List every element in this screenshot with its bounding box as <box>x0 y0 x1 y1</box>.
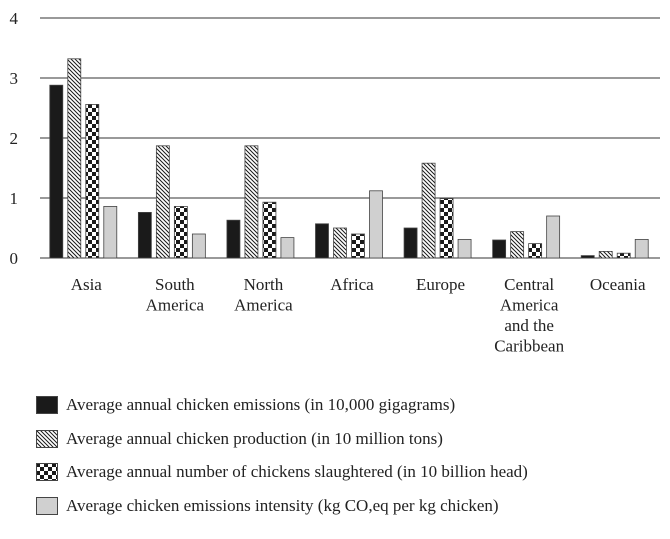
legend-label-slaughtered: Average annual number of chickens slaugh… <box>66 462 528 481</box>
x-category-label: Central America and the Caribbean <box>494 275 564 356</box>
bar-1-4 <box>315 223 329 259</box>
bar-2-6 <box>510 231 525 259</box>
bar-4-2 <box>191 233 206 259</box>
y-tick-label: 3 <box>10 69 19 88</box>
bar-2-1 <box>67 58 82 259</box>
bar-1-6 <box>492 239 507 259</box>
legend-swatch-emissions <box>36 396 58 414</box>
bar-4-6 <box>546 215 561 259</box>
legend-label-intensity: Average chicken emissions intensity (kg … <box>66 495 499 515</box>
legend-item-intensity: Average chicken emissions intensity (kg … <box>36 496 528 516</box>
bar-3-2 <box>173 205 188 259</box>
legend: Average annual chicken emissions (in 10,… <box>36 395 528 529</box>
bar-2-3 <box>244 145 259 259</box>
bar-3-7 <box>616 252 631 259</box>
bar-1-1 <box>49 84 64 259</box>
y-tick-label: 0 <box>10 249 19 268</box>
bar-chart: 0 1 2 3 4 Asia South America North America Africa… <box>10 9 660 356</box>
x-category-label: Africa <box>330 275 374 294</box>
x-axis-labels: Asia South America North America Africa Europe… <box>71 275 646 356</box>
legend-item-emissions: Average annual chicken emissions (in 10,… <box>36 395 528 415</box>
x-category-label: Europe <box>416 275 465 294</box>
bar-1-2 <box>137 211 152 259</box>
bar-3-6 <box>528 243 543 259</box>
x-category-label: Asia <box>71 275 103 294</box>
bar-1-3 <box>226 219 241 259</box>
bar-4-4 <box>369 190 383 259</box>
legend-item-production: Average annual chicken production (in 10… <box>36 429 528 449</box>
y-tick-label: 2 <box>10 129 19 148</box>
legend-swatch-production <box>36 429 58 448</box>
bar-2-2 <box>155 145 170 259</box>
legend-swatch-slaughtered <box>36 463 58 481</box>
bar-2-7 <box>598 250 613 259</box>
bar-3-5 <box>439 198 454 259</box>
bar-3-4 <box>351 233 365 259</box>
bar-2-4 <box>333 227 347 259</box>
bar-4-1 <box>103 205 118 259</box>
gridlines <box>40 17 660 259</box>
legend-label-production: Average annual chicken production (in 10… <box>66 428 443 448</box>
legend-label-emissions: Average annual chicken emissions (in 10,… <box>66 395 456 414</box>
legend-swatch-intensity <box>36 496 58 515</box>
bar-3-3 <box>262 201 277 259</box>
bar-4-5 <box>457 238 472 259</box>
x-category-label: South America <box>146 275 205 315</box>
bar-4-7 <box>634 238 649 259</box>
bar-1-5 <box>403 227 418 259</box>
bars <box>49 58 649 259</box>
x-category-label: Oceania <box>590 275 646 294</box>
bar-4-3 <box>280 237 295 259</box>
bar-1-7 <box>580 255 595 259</box>
bar-3-1 <box>85 104 100 259</box>
y-tick-label: 4 <box>10 9 19 28</box>
y-tick-label: 1 <box>10 189 19 208</box>
y-axis-ticks: 0 1 2 3 4 <box>10 9 19 268</box>
x-category-label: North America <box>234 275 293 315</box>
bar-2-5 <box>421 162 436 259</box>
legend-item-slaughtered: Average annual number of chickens slaugh… <box>36 462 528 482</box>
